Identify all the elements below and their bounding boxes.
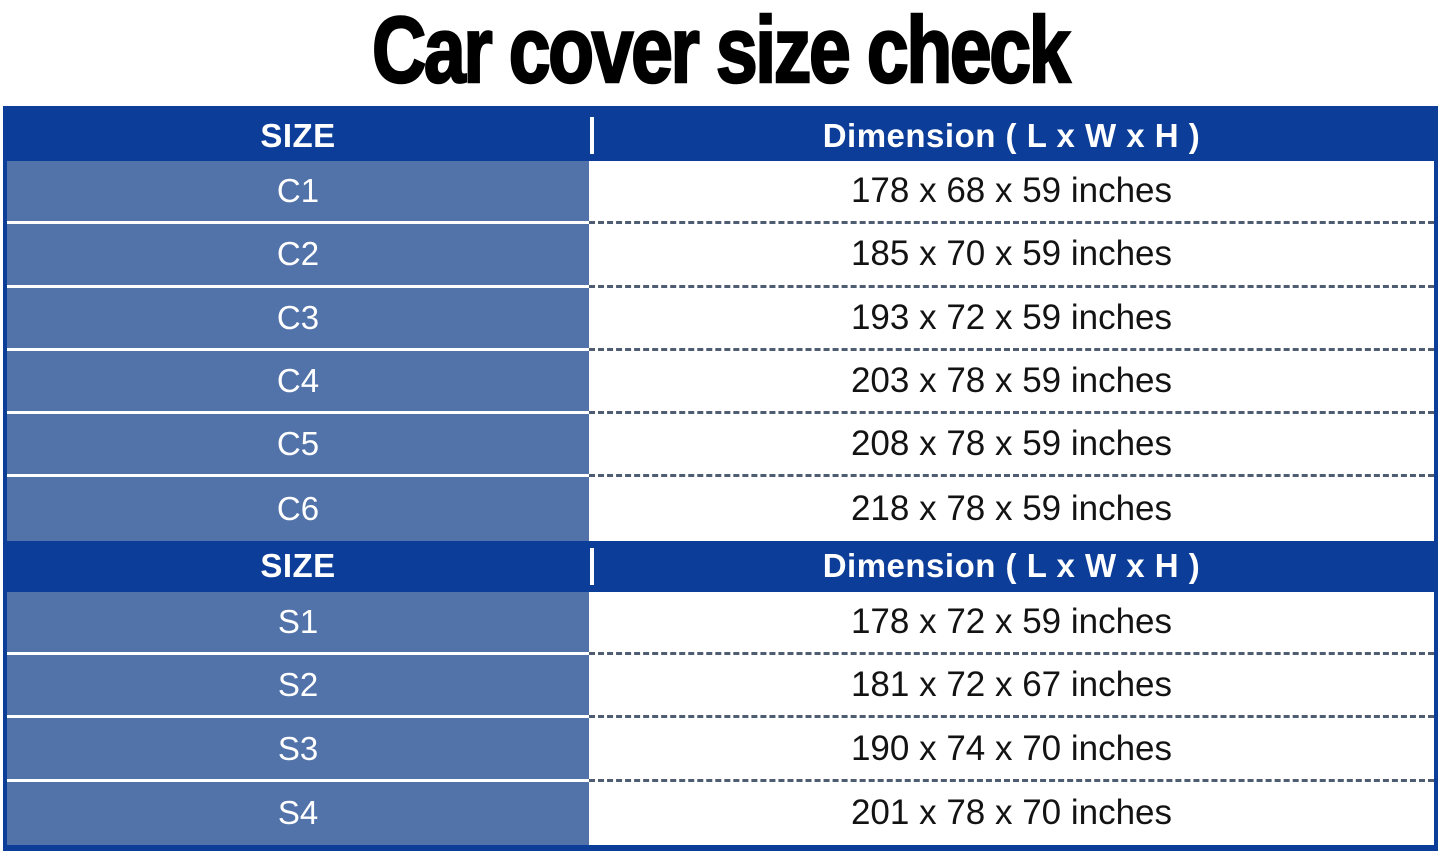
dimension-cell: 190 x 74 x 70 inches: [589, 718, 1434, 782]
dimension-cell: 185 x 70 x 59 inches: [589, 224, 1434, 288]
dimension-column-header: Dimension ( L x W x H ): [822, 547, 1201, 585]
dimension-cell: 181 x 72 x 67 inches: [589, 655, 1434, 719]
table-row: C5 208 x 78 x 59 inches: [7, 414, 1434, 478]
table-row: S1 178 x 72 x 59 inches: [7, 591, 1434, 656]
size-cell: C4: [7, 350, 589, 415]
table-row: C2 185 x 70 x 59 inches: [7, 224, 1434, 288]
size-cell: S3: [7, 718, 589, 782]
size-cell: S4: [7, 781, 589, 845]
size-cell: C2: [7, 224, 589, 288]
table-header-row-c: SIZE Dimension ( L x W x H ): [7, 110, 1434, 161]
dimension-cell: 178 x 72 x 59 inches: [589, 591, 1434, 656]
size-table: SIZE Dimension ( L x W x H ) C1 178 x 68…: [3, 106, 1438, 851]
table-row: C4 203 x 78 x 59 inches: [7, 350, 1434, 415]
table-row: S2 181 x 72 x 67 inches: [7, 655, 1434, 719]
dimension-cell: 208 x 78 x 59 inches: [589, 414, 1434, 478]
dimension-cell: 218 x 78 x 59 inches: [589, 477, 1434, 541]
dimension-cell: 193 x 72 x 59 inches: [589, 287, 1434, 351]
size-cell: C5: [7, 414, 589, 478]
table-header-row-s: SIZE Dimension ( L x W x H ): [7, 540, 1434, 592]
size-cell: C3: [7, 287, 589, 351]
size-cell: S2: [7, 655, 589, 719]
size-cell: S1: [7, 591, 589, 656]
table-row: C1 178 x 68 x 59 inches: [7, 161, 1434, 225]
dimension-cell: 201 x 78 x 70 inches: [589, 781, 1434, 845]
dimension-cell: 178 x 68 x 59 inches: [589, 161, 1434, 225]
table-row: S3 190 x 74 x 70 inches: [7, 718, 1434, 782]
table-row: C6 218 x 78 x 59 inches: [7, 477, 1434, 541]
header-column-divider: [590, 117, 594, 154]
page-title-text: Car cover size check: [371, 0, 1072, 102]
size-cell: C6: [7, 477, 589, 541]
page-title: Car cover size check: [0, 0, 1441, 106]
header-column-divider: [590, 547, 594, 585]
size-cell: C1: [7, 161, 589, 225]
dimension-cell: 203 x 78 x 59 inches: [589, 350, 1434, 415]
size-column-header: SIZE: [260, 116, 336, 154]
size-column-header: SIZE: [260, 547, 336, 585]
table-row: C3 193 x 72 x 59 inches: [7, 287, 1434, 351]
table-row: S4 201 x 78 x 70 inches: [7, 781, 1434, 845]
dimension-column-header: Dimension ( L x W x H ): [822, 116, 1201, 154]
